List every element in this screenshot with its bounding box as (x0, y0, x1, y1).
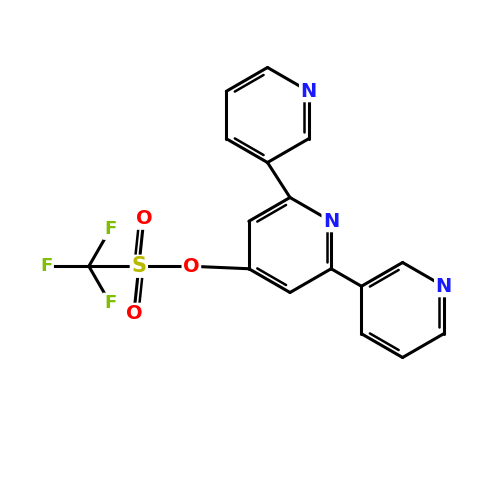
Text: O: O (183, 257, 200, 276)
Text: O: O (126, 304, 142, 324)
Text: N: N (323, 212, 340, 231)
Text: N: N (300, 82, 317, 101)
Text: N: N (436, 277, 452, 296)
Text: F: F (40, 257, 52, 275)
Text: S: S (132, 256, 146, 276)
Text: F: F (104, 220, 116, 238)
Text: O: O (136, 209, 152, 228)
Text: F: F (104, 294, 116, 312)
